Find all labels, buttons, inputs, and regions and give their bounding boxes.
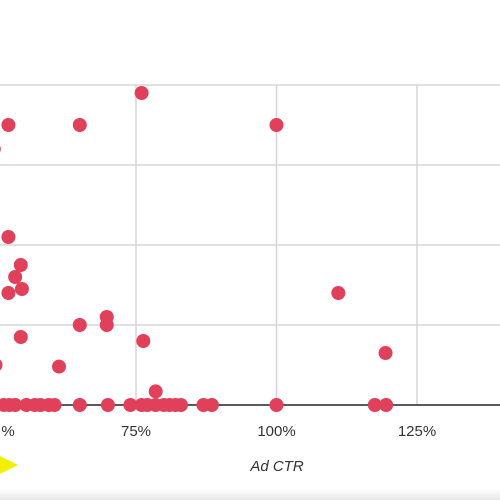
data-point[interactable] — [14, 282, 29, 296]
legend-marker-triangle[interactable] — [0, 456, 18, 474]
data-point[interactable] — [367, 398, 382, 412]
data-point[interactable] — [99, 318, 114, 332]
x-axis-ticks: % 75% 100% 125% — [1, 423, 436, 440]
x-tick-label: 75% — [121, 423, 151, 440]
data-point[interactable] — [378, 346, 393, 360]
data-point[interactable] — [1, 286, 16, 300]
data-point[interactable] — [173, 398, 188, 412]
data-point[interactable] — [13, 330, 28, 344]
x-tick-label: 100% — [257, 423, 295, 440]
data-point[interactable] — [47, 398, 62, 412]
gridlines — [0, 84, 500, 406]
data-point[interactable] — [134, 86, 149, 100]
data-point[interactable] — [136, 334, 151, 348]
data-point[interactable] — [148, 384, 163, 399]
x-axis-title: Ad CTR — [249, 458, 304, 475]
data-point[interactable] — [0, 142, 1, 156]
data-point[interactable] — [72, 118, 87, 132]
data-point[interactable] — [13, 258, 28, 272]
data-point[interactable] — [72, 318, 87, 332]
data-point[interactable] — [204, 398, 219, 412]
x-tick-label: 125% — [398, 423, 436, 440]
data-point[interactable] — [1, 230, 16, 244]
data-points — [0, 86, 394, 412]
data-point[interactable] — [52, 359, 67, 374]
data-point[interactable] — [269, 118, 284, 132]
data-point[interactable] — [269, 398, 284, 412]
data-point[interactable] — [8, 270, 23, 284]
data-point[interactable] — [0, 358, 3, 372]
data-point[interactable] — [8, 398, 23, 412]
bottom-shadow-divider — [0, 489, 500, 500]
x-tick-label: % — [1, 423, 14, 440]
data-point[interactable] — [72, 398, 87, 412]
data-point[interactable] — [1, 118, 16, 132]
data-point[interactable] — [123, 398, 138, 412]
data-point[interactable] — [100, 398, 115, 412]
data-point[interactable] — [331, 286, 346, 300]
data-point[interactable] — [379, 398, 394, 412]
